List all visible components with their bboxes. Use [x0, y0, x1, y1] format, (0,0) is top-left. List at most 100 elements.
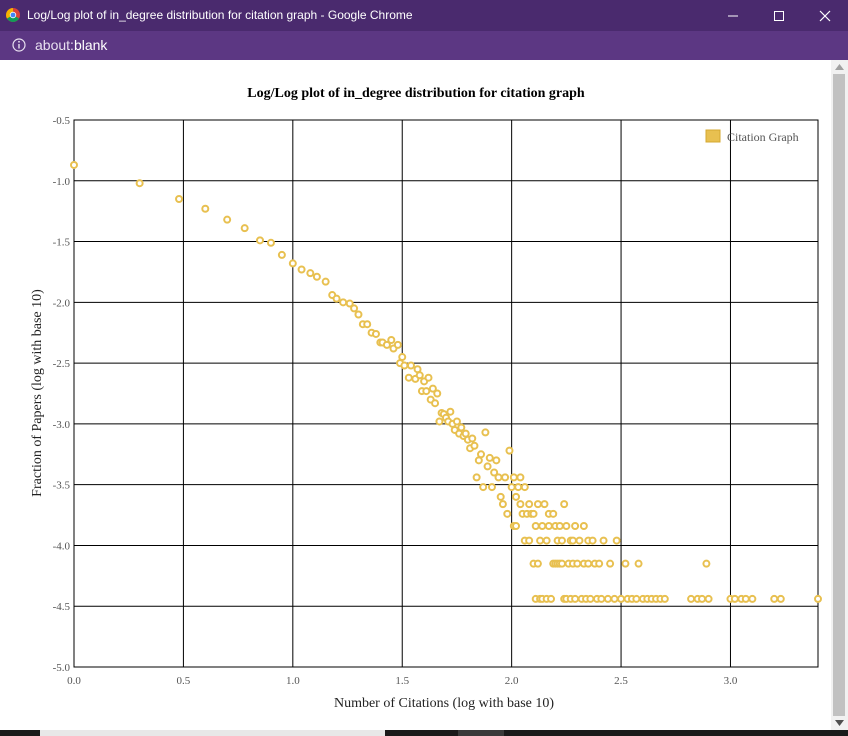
data-points: [70, 160, 822, 603]
data-point: [490, 468, 499, 477]
maximize-button[interactable]: [756, 0, 802, 31]
data-point: [382, 340, 391, 349]
data-point: [435, 417, 444, 426]
data-point: [814, 594, 822, 603]
data-point: [483, 462, 492, 471]
data-point: [492, 456, 501, 465]
data-point: [634, 559, 643, 568]
data-point: [470, 441, 479, 450]
data-point: [730, 594, 739, 603]
data-point: [533, 559, 542, 568]
data-point: [350, 304, 359, 313]
data-point: [266, 238, 275, 247]
data-point: [529, 509, 538, 518]
taskbar-item[interactable]: [40, 730, 385, 736]
x-axis-ticks: 0.0 0.5 1.0 1.5 2.0 2.5 3.0: [67, 675, 738, 687]
data-point: [424, 373, 433, 382]
data-point: [503, 509, 512, 518]
data-point: [433, 389, 442, 398]
legend-swatch: [705, 129, 721, 143]
y-tick-label: -3.5: [53, 480, 71, 492]
scroll-up-icon[interactable]: [835, 64, 844, 70]
data-point: [477, 450, 486, 459]
data-point: [501, 473, 510, 482]
data-point: [586, 594, 595, 603]
y-tick-label: -2.0: [53, 297, 71, 309]
data-point: [562, 521, 571, 530]
y-tick-label: -4.0: [53, 540, 71, 552]
data-point: [457, 423, 466, 432]
data-point: [525, 536, 534, 545]
y-tick-label: -0.5: [53, 115, 71, 127]
data-point: [741, 594, 750, 603]
url-text[interactable]: about:blank: [35, 37, 107, 53]
taskbar-strip: [0, 730, 848, 736]
url-host: blank: [73, 37, 108, 53]
maximize-icon: [774, 11, 784, 21]
data-point: [485, 453, 494, 462]
chrome-icon: [6, 8, 20, 22]
data-point: [531, 521, 540, 530]
data-point: [603, 594, 612, 603]
data-point: [621, 559, 630, 568]
data-point: [512, 492, 521, 501]
data-point: [568, 536, 577, 545]
minimize-button[interactable]: [710, 0, 756, 31]
x-tick-label: 2.0: [505, 675, 519, 687]
grid-lines: [74, 120, 818, 667]
data-point: [422, 387, 431, 396]
minimize-icon: [728, 15, 738, 17]
data-point: [363, 320, 372, 329]
url-scheme: about:: [35, 37, 74, 53]
data-point: [406, 361, 415, 370]
close-icon: [819, 10, 831, 22]
data-point: [571, 594, 580, 603]
window-titlebar: Log/Log plot of in_degree distribution f…: [0, 0, 848, 31]
data-point: [549, 509, 558, 518]
data-point: [507, 483, 516, 492]
data-point: [542, 536, 551, 545]
y-tick-label: -4.5: [53, 601, 71, 613]
data-point: [339, 298, 348, 307]
y-tick-label: -1.5: [53, 237, 71, 249]
data-point: [698, 594, 707, 603]
data-point: [514, 483, 523, 492]
data-point: [321, 277, 330, 286]
data-point: [606, 559, 615, 568]
scroll-down-icon[interactable]: [835, 720, 844, 726]
data-point: [70, 160, 78, 169]
address-bar[interactable]: about:blank: [0, 31, 848, 60]
data-point: [547, 594, 556, 603]
y-tick-label: -2.5: [53, 358, 71, 370]
vertical-scrollbar[interactable]: [831, 60, 848, 730]
data-point: [776, 594, 785, 603]
data-point: [400, 361, 409, 370]
scrollbar-thumb[interactable]: [833, 74, 845, 716]
x-tick-label: 1.0: [286, 675, 300, 687]
data-point: [525, 500, 534, 509]
legend: Citation Graph: [705, 129, 799, 144]
data-point: [354, 310, 363, 319]
info-icon[interactable]: [12, 38, 26, 52]
y-axis-label: Fraction of Papers (log with base 10): [30, 289, 45, 497]
y-tick-label: -1.0: [53, 176, 71, 188]
data-point: [487, 483, 496, 492]
data-point: [612, 536, 621, 545]
data-point: [748, 594, 757, 603]
close-button[interactable]: [802, 0, 848, 31]
data-point: [512, 521, 521, 530]
data-point: [288, 259, 297, 268]
data-point: [496, 492, 505, 501]
data-point: [332, 294, 341, 303]
data-point: [540, 500, 549, 509]
data-point: [472, 473, 481, 482]
data-point: [544, 521, 553, 530]
data-point: [632, 594, 641, 603]
data-point: [240, 224, 249, 233]
data-point: [584, 559, 593, 568]
data-point: [505, 446, 514, 455]
data-point: [468, 434, 477, 443]
data-point: [398, 353, 407, 362]
taskbar-item[interactable]: [458, 730, 504, 736]
data-point: [588, 536, 597, 545]
